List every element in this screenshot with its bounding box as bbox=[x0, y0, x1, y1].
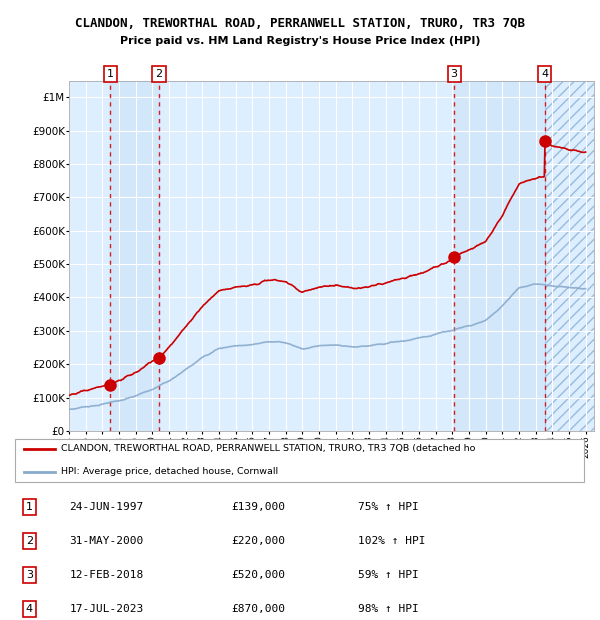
FancyBboxPatch shape bbox=[15, 439, 584, 482]
Text: CLANDON, TREWORTHAL ROAD, PERRANWELL STATION, TRURO, TR3 7QB (detached ho: CLANDON, TREWORTHAL ROAD, PERRANWELL STA… bbox=[61, 444, 475, 453]
Text: HPI: Average price, detached house, Cornwall: HPI: Average price, detached house, Corn… bbox=[61, 467, 278, 477]
Text: £870,000: £870,000 bbox=[231, 604, 285, 614]
Text: 17-JUL-2023: 17-JUL-2023 bbox=[70, 604, 144, 614]
Text: £520,000: £520,000 bbox=[231, 570, 285, 580]
Text: Price paid vs. HM Land Registry's House Price Index (HPI): Price paid vs. HM Land Registry's House … bbox=[120, 37, 480, 46]
Text: 3: 3 bbox=[26, 570, 33, 580]
Text: 102% ↑ HPI: 102% ↑ HPI bbox=[358, 536, 425, 546]
Text: 75% ↑ HPI: 75% ↑ HPI bbox=[358, 502, 418, 512]
Text: 4: 4 bbox=[541, 69, 548, 79]
Text: 3: 3 bbox=[451, 69, 458, 79]
Text: 1: 1 bbox=[107, 69, 114, 79]
Text: CLANDON, TREWORTHAL ROAD, PERRANWELL STATION, TRURO, TR3 7QB: CLANDON, TREWORTHAL ROAD, PERRANWELL STA… bbox=[75, 17, 525, 30]
Bar bbox=[454, 81, 545, 431]
Text: 24-JUN-1997: 24-JUN-1997 bbox=[70, 502, 144, 512]
Bar bbox=[110, 81, 159, 431]
Text: 59% ↑ HPI: 59% ↑ HPI bbox=[358, 570, 418, 580]
Text: 98% ↑ HPI: 98% ↑ HPI bbox=[358, 604, 418, 614]
Text: £220,000: £220,000 bbox=[231, 536, 285, 546]
Text: 12-FEB-2018: 12-FEB-2018 bbox=[70, 570, 144, 580]
Text: 2: 2 bbox=[26, 536, 33, 546]
Text: 2: 2 bbox=[155, 69, 163, 79]
Text: 4: 4 bbox=[26, 604, 33, 614]
Text: £139,000: £139,000 bbox=[231, 502, 285, 512]
Text: 31-MAY-2000: 31-MAY-2000 bbox=[70, 536, 144, 546]
Text: 1: 1 bbox=[26, 502, 33, 512]
Bar bbox=[545, 81, 594, 431]
